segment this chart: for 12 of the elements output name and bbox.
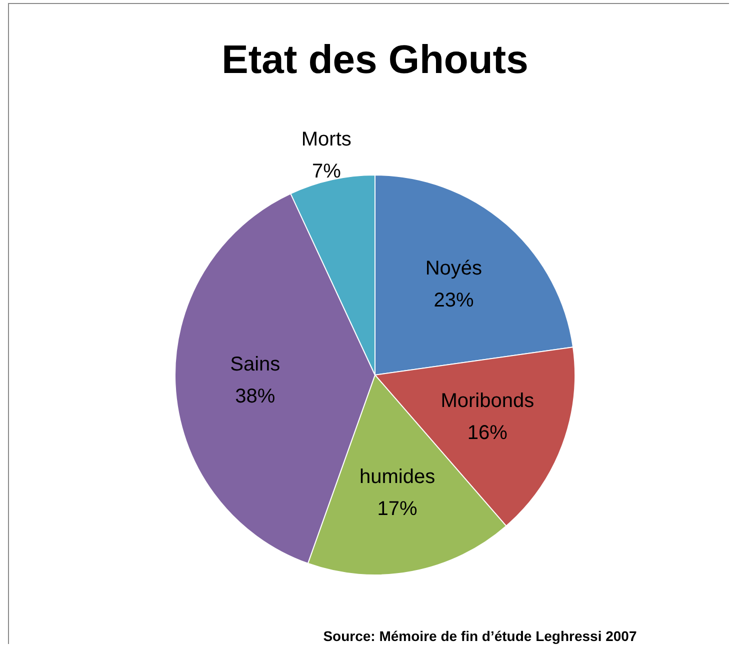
- slice-label: Moribonds: [440, 390, 534, 412]
- source-note: Source: Mémoire de fin d’étude Leghressi 2007: [322, 628, 638, 644]
- data-label: 23%: [434, 289, 474, 312]
- data-label: 38%: [235, 386, 276, 408]
- chart-title: Etat des Ghouts: [220, 38, 530, 83]
- slice-label: humides: [359, 466, 436, 488]
- data-label: 17%: [377, 498, 418, 520]
- slice-label: Sains: [230, 354, 280, 376]
- slice-label: Noyés: [425, 257, 482, 280]
- data-label: 16%: [467, 422, 508, 444]
- slice-label: Morts: [301, 128, 352, 150]
- data-label: 7%: [312, 160, 342, 182]
